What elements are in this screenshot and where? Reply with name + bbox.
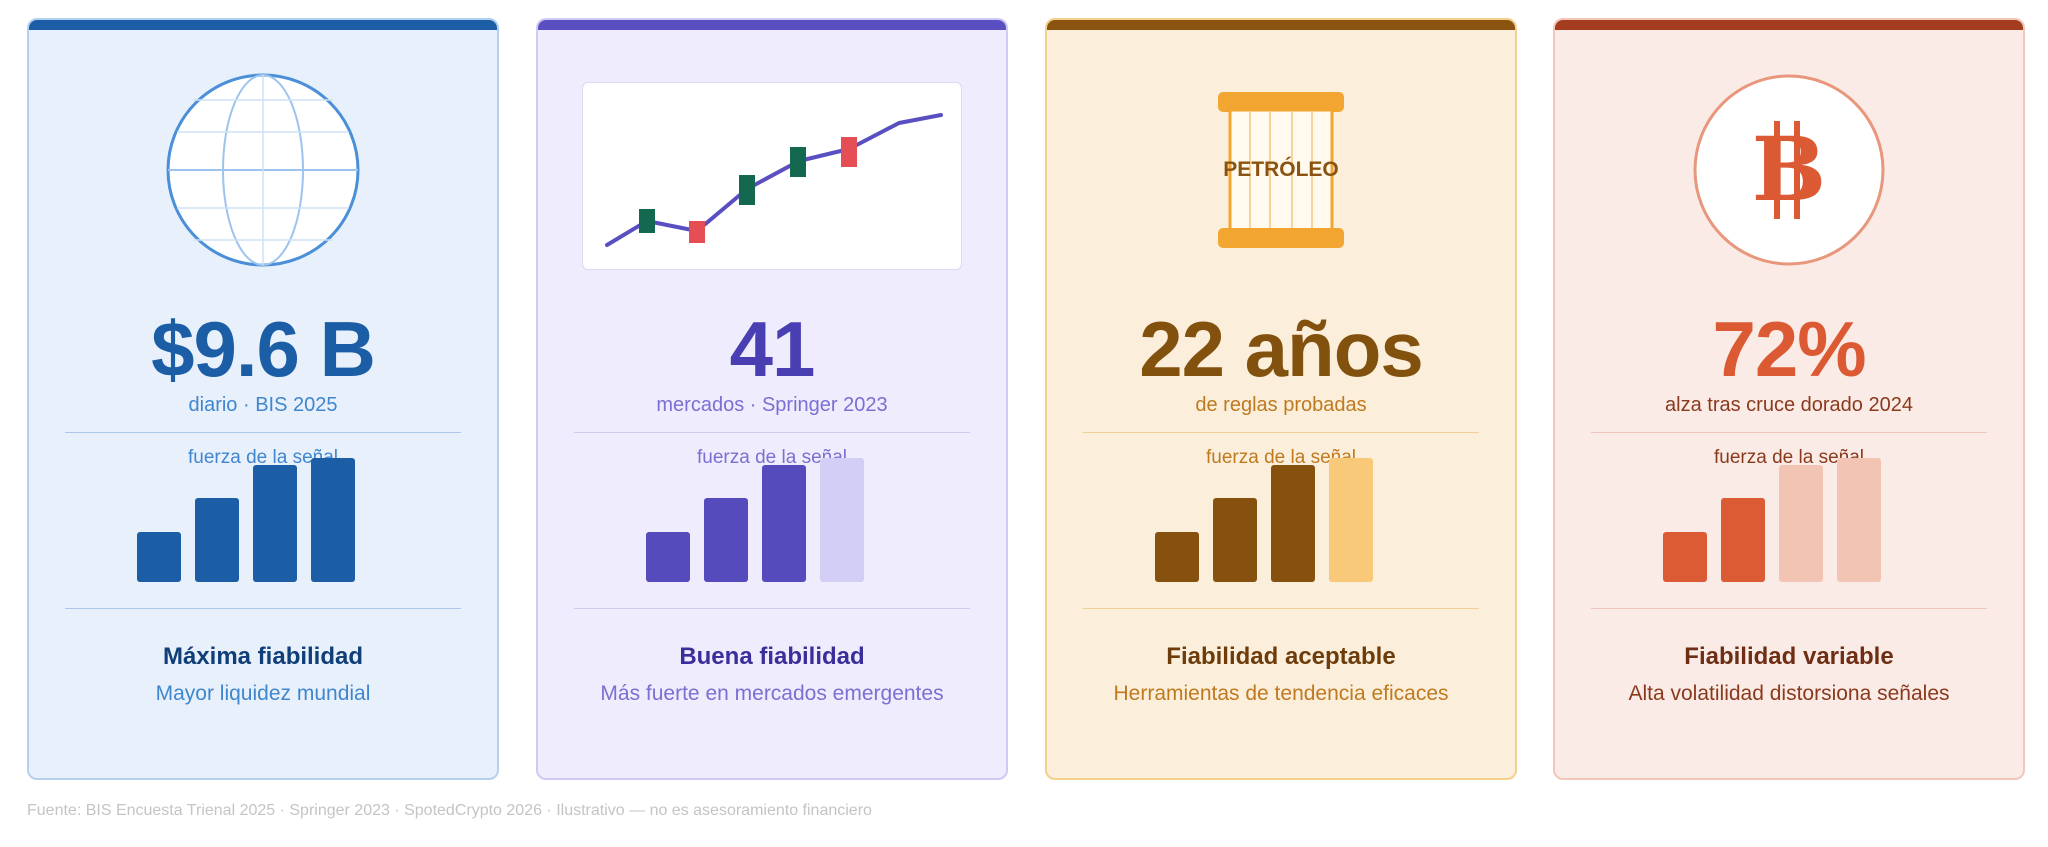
stat-caption: mercados · Springer 2023 — [656, 394, 888, 416]
signal-bar-active — [1721, 498, 1765, 582]
stat-caption: diario · BIS 2025 — [188, 394, 338, 416]
divider — [1083, 432, 1479, 433]
divider — [1083, 608, 1479, 609]
stat-caption: alza tras cruce dorado 2024 — [1665, 394, 1913, 416]
bitcoin-icon: B — [1555, 70, 2023, 270]
divider — [1591, 432, 1987, 433]
divider — [574, 432, 970, 433]
reliability-title: Máxima fiabilidad — [162, 643, 364, 670]
signal-strength-bars — [29, 458, 497, 582]
signal-strength-label: fuerza de la señal — [697, 447, 847, 468]
card-fx: $9.6 B diario · BIS 2025 fuerza de la se… — [27, 18, 499, 780]
signal-bar-active — [253, 465, 297, 582]
globe-icon — [29, 70, 497, 270]
divider — [1591, 608, 1987, 609]
signal-bar-active — [1155, 532, 1199, 582]
divider — [574, 608, 970, 609]
signal-bar-active — [1271, 465, 1315, 582]
stat-caption: de reglas probadas — [1195, 394, 1367, 416]
divider — [65, 432, 461, 433]
card-top-bar — [29, 20, 497, 30]
signal-strength-bars — [538, 458, 1006, 582]
signal-bar-inactive — [820, 458, 864, 582]
signal-bar-active — [1663, 532, 1707, 582]
stat-value: 22 años — [1139, 305, 1423, 393]
card-crypto: B 72% alza tras cruce dorado 2024 fuerza… — [1553, 18, 2025, 780]
reliability-title: Buena fiabilidad — [679, 643, 865, 670]
card-top-bar — [538, 20, 1006, 30]
reliability-caption: Alta volatilidad distorsiona señales — [1628, 682, 1950, 705]
stat-value: 72% — [1712, 305, 1866, 393]
stat-value: 41 — [729, 305, 816, 393]
card-top-bar — [1047, 20, 1515, 30]
signal-strength-bars — [1555, 458, 2023, 582]
signal-bar-active — [704, 498, 748, 582]
reliability-caption: Mayor liquidez mundial — [155, 682, 371, 705]
reliability-title: Fiabilidad variable — [1684, 643, 1894, 670]
signal-bar-active — [311, 458, 355, 582]
signal-bar-inactive — [1329, 458, 1373, 582]
signal-strength-label: fuerza de la señal — [1206, 447, 1356, 468]
signal-bar-active — [1213, 498, 1257, 582]
card-top-bar — [1555, 20, 2023, 30]
signal-strength-label: fuerza de la señal — [188, 447, 338, 468]
signal-bar-active — [195, 498, 239, 582]
reliability-caption: Más fuerte en mercados emergentes — [600, 682, 944, 705]
oil-barrel-icon: PETRÓLEO — [1047, 70, 1515, 270]
signal-bar-active — [762, 465, 806, 582]
bitcoin-symbol: B — [1751, 117, 1827, 221]
signal-bar-active — [137, 532, 181, 582]
signal-strength-label: fuerza de la señal — [1714, 447, 1864, 468]
signal-bar-inactive — [1779, 465, 1823, 582]
line-candlestick-chart-icon — [538, 70, 1006, 270]
signal-bar-active — [646, 532, 690, 582]
card-stocks: 41 mercados · Springer 2023 fuerza de la… — [536, 18, 1008, 780]
signal-strength-bars — [1047, 458, 1515, 582]
divider — [65, 608, 461, 609]
barrel-label: PETRÓLEO — [1223, 158, 1339, 181]
source-footnote: Fuente: BIS Encuesta Trienal 2025 · Spri… — [27, 802, 872, 819]
signal-bar-inactive — [1837, 458, 1881, 582]
reliability-title: Fiabilidad aceptable — [1166, 643, 1396, 670]
stat-value: $9.6 B — [151, 305, 376, 393]
card-oil: PETRÓLEO 22 años de reglas probadas fuer… — [1045, 18, 1517, 780]
reliability-caption: Herramientas de tendencia eficaces — [1113, 682, 1449, 705]
